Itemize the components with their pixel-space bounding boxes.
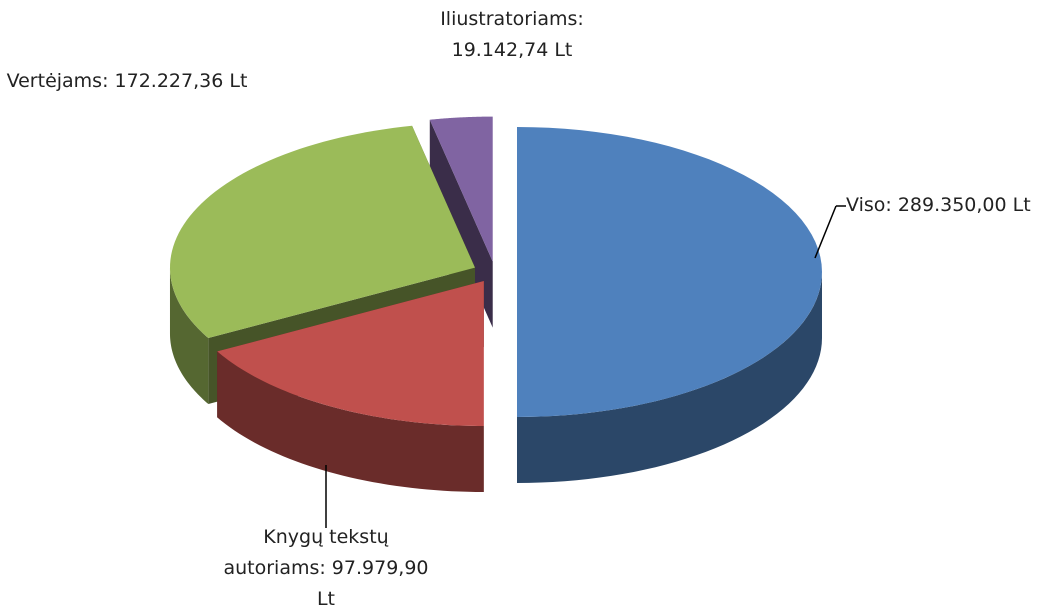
slice-wall: [217, 351, 484, 493]
slice: [517, 127, 822, 417]
slice: [217, 281, 484, 427]
slice-wall: [169, 267, 209, 405]
leader-line: [814, 205, 837, 259]
slice-side: [429, 119, 493, 328]
slice-label: Viso: 289.350,00 Lt: [846, 194, 1031, 216]
slice-wall: [517, 272, 822, 483]
slice: [429, 116, 493, 262]
slice-label: Iliustratoriams: 19.142,74 Lt: [440, 8, 584, 61]
slice-label: Knygų tekstų autoriams: 97.979,90 Lt: [223, 526, 429, 610]
slice: [169, 125, 475, 339]
slice-label: Vertėjams: 172.227,36 Lt: [6, 70, 248, 92]
